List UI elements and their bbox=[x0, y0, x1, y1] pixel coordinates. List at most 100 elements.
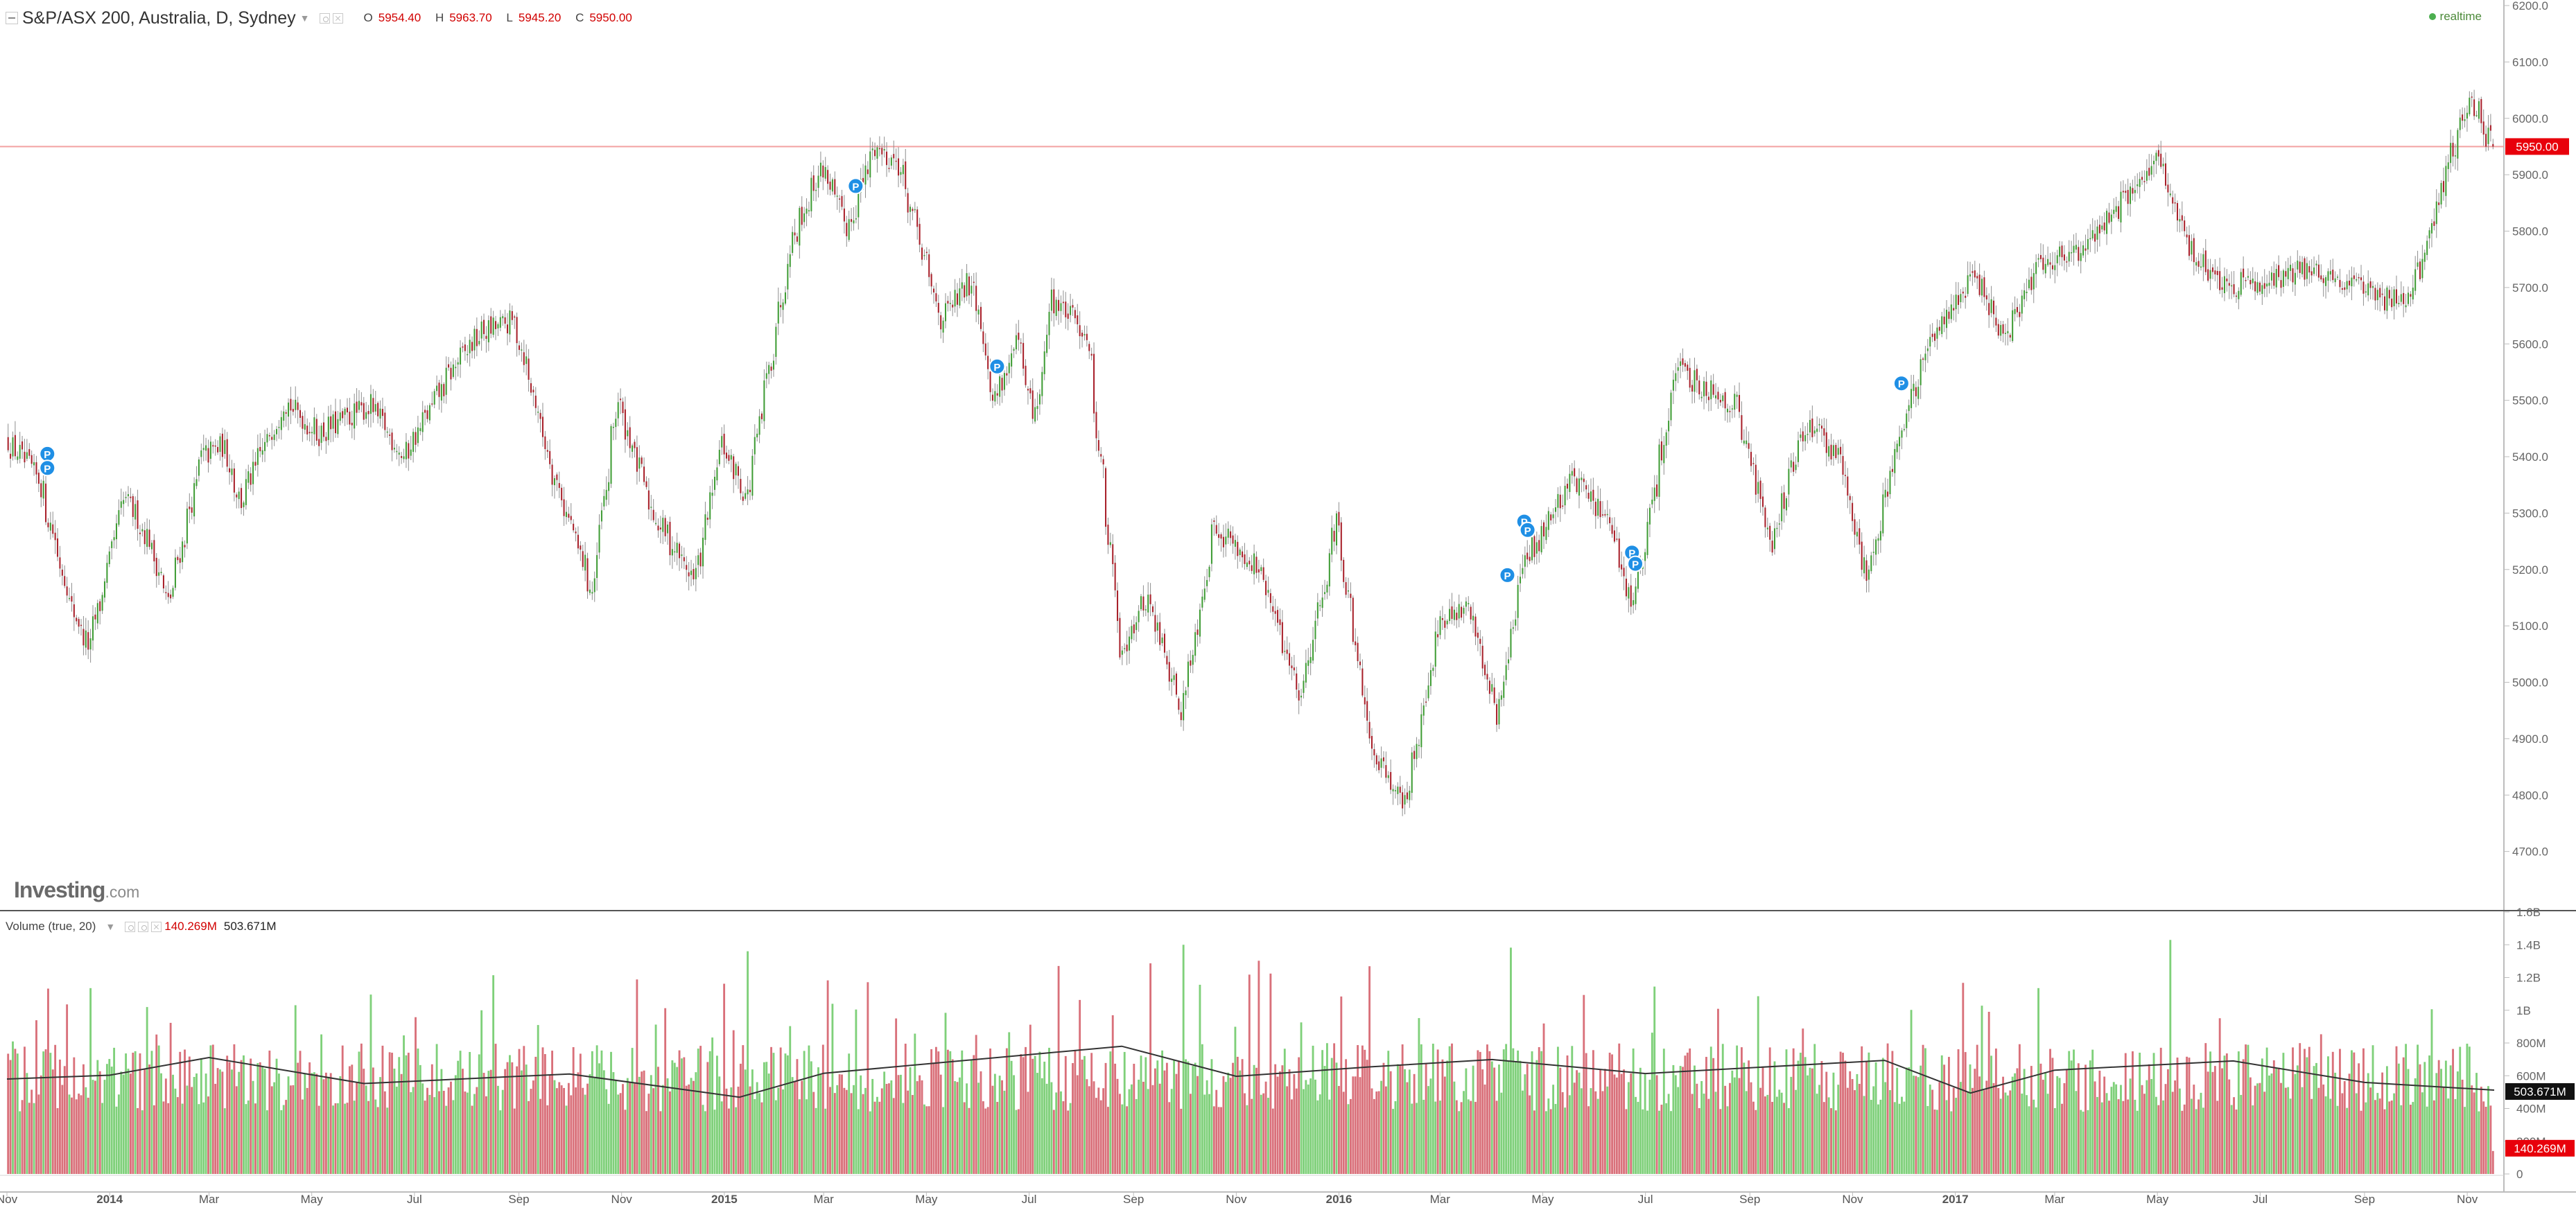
candle bbox=[2035, 254, 2037, 288]
time-tick-label: Jul bbox=[1022, 1193, 1037, 1206]
candle-body bbox=[815, 189, 817, 191]
volume-value: 140.269M bbox=[164, 920, 217, 933]
candle bbox=[910, 204, 912, 226]
collapse-icon[interactable] bbox=[6, 12, 18, 24]
candle-body bbox=[1811, 418, 1813, 437]
candle bbox=[723, 424, 725, 468]
candle bbox=[186, 502, 188, 550]
candle bbox=[2019, 304, 2021, 327]
candle-body bbox=[2306, 263, 2308, 279]
volume-bar bbox=[708, 1051, 711, 1174]
volume-bar bbox=[438, 1091, 440, 1174]
candle-body bbox=[2094, 234, 2096, 242]
candle-body bbox=[1538, 540, 1540, 552]
candle-body bbox=[1387, 775, 1389, 778]
candle-body bbox=[431, 403, 433, 405]
event-marker-icon[interactable]: P bbox=[1627, 555, 1644, 572]
volume-bar bbox=[1576, 1070, 1578, 1174]
volume-title[interactable]: Volume (true, 20) bbox=[6, 920, 96, 933]
volume-bar bbox=[1721, 1044, 1724, 1174]
candle bbox=[103, 578, 106, 603]
volume-bar bbox=[1394, 1101, 1397, 1174]
volume-bar bbox=[1905, 1067, 1908, 1174]
candle-body bbox=[864, 165, 867, 185]
event-marker-icon[interactable]: P bbox=[1892, 375, 1910, 392]
candle bbox=[523, 340, 525, 373]
volume-bar bbox=[1050, 1082, 1053, 1174]
candle bbox=[1036, 392, 1038, 421]
candle bbox=[1820, 419, 1822, 442]
candle-body bbox=[2176, 202, 2179, 221]
candle-body bbox=[1759, 480, 1761, 499]
logo-suffix: .com bbox=[105, 883, 140, 901]
volume-bar bbox=[1686, 1052, 1689, 1174]
candle bbox=[2329, 259, 2331, 282]
settings-icon[interactable] bbox=[138, 921, 149, 932]
candle bbox=[905, 148, 907, 197]
candle bbox=[2157, 144, 2159, 166]
event-marker-icon[interactable]: P bbox=[989, 358, 1006, 375]
volume-bar bbox=[435, 1044, 438, 1174]
candle bbox=[1399, 775, 1401, 805]
volume-bar bbox=[2004, 1092, 2007, 1174]
volume-bar bbox=[1187, 1061, 1190, 1174]
chevron-down-icon[interactable]: ▼ bbox=[299, 12, 310, 24]
volume-bar bbox=[982, 1101, 984, 1174]
volume-bar bbox=[996, 1102, 999, 1174]
candle-body bbox=[2155, 152, 2157, 161]
candle bbox=[855, 205, 857, 224]
volume-bar bbox=[2230, 1105, 2233, 1174]
candle-body bbox=[1920, 359, 1922, 385]
candle-body bbox=[987, 356, 989, 369]
candle-body bbox=[2235, 295, 2237, 297]
settings-icon[interactable] bbox=[319, 12, 330, 24]
candle bbox=[2214, 258, 2216, 281]
volume-bar bbox=[2053, 1107, 2056, 1174]
candle bbox=[1357, 636, 1359, 669]
event-marker-icon[interactable]: P bbox=[1519, 521, 1536, 538]
volume-bar bbox=[1573, 1082, 1576, 1174]
eye-icon[interactable] bbox=[125, 921, 136, 932]
volume-bar bbox=[636, 979, 638, 1174]
candle-body bbox=[1446, 620, 1448, 624]
volume-bar bbox=[374, 1099, 377, 1174]
candle bbox=[405, 432, 407, 468]
candle-body bbox=[1251, 565, 1253, 571]
candle bbox=[617, 392, 619, 427]
candle bbox=[94, 607, 96, 631]
candle bbox=[819, 151, 821, 182]
candle-body bbox=[528, 358, 530, 380]
candle bbox=[575, 527, 577, 542]
candle bbox=[952, 299, 954, 317]
candle bbox=[2028, 267, 2030, 290]
volume-bar bbox=[1427, 1086, 1429, 1174]
event-marker-icon[interactable]: P bbox=[39, 459, 56, 477]
volume-bar bbox=[501, 1089, 504, 1174]
candle bbox=[1621, 551, 1623, 577]
candle-body bbox=[1529, 556, 1531, 561]
candle bbox=[245, 468, 247, 510]
candle bbox=[1764, 505, 1766, 538]
symbol-title[interactable]: S&P/ASX 200, Australia, D, Sydney bbox=[22, 8, 296, 28]
candle bbox=[2457, 128, 2459, 171]
candle-body bbox=[1380, 758, 1382, 768]
candle bbox=[2263, 269, 2265, 297]
chevron-down-icon[interactable]: ▼ bbox=[105, 921, 116, 932]
volume-bar bbox=[356, 1082, 358, 1174]
candle bbox=[794, 218, 796, 245]
close-icon[interactable] bbox=[332, 12, 343, 24]
event-marker-icon[interactable]: P bbox=[1499, 566, 1516, 584]
close-icon[interactable] bbox=[151, 921, 162, 932]
last-price-tag-bg bbox=[2505, 138, 2569, 155]
event-marker-icon[interactable]: P bbox=[39, 445, 56, 462]
event-marker-icon[interactable]: P bbox=[847, 177, 864, 195]
candle-body bbox=[268, 435, 270, 437]
candle bbox=[21, 436, 24, 459]
candle bbox=[89, 629, 92, 663]
candle bbox=[1013, 347, 1015, 358]
volume-bar bbox=[2018, 1044, 2021, 1174]
volume-bar bbox=[853, 1085, 855, 1174]
candle bbox=[1008, 354, 1010, 384]
candle bbox=[2254, 272, 2256, 300]
